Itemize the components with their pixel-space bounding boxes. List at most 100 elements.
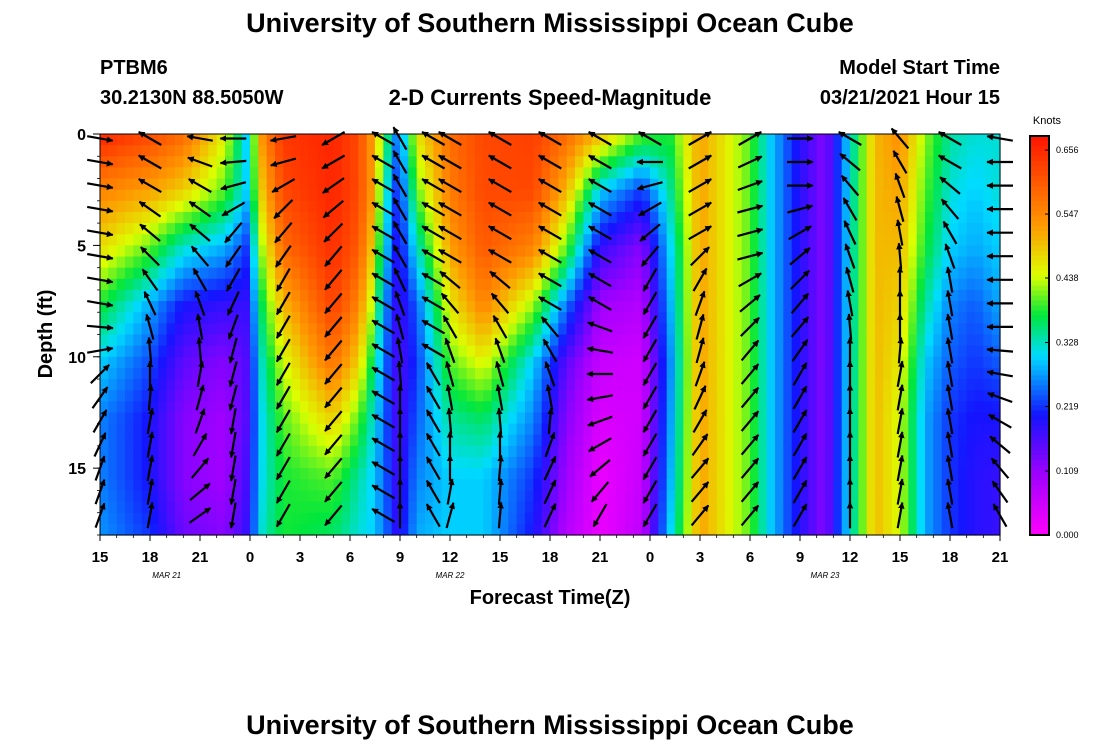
- heatmap-cell: [591, 523, 601, 536]
- heatmap-cell: [683, 189, 693, 202]
- heatmap-cell: [100, 267, 109, 280]
- current-vector: [896, 407, 905, 435]
- heatmap-cell: [633, 334, 643, 347]
- heatmap-cell: [566, 323, 576, 336]
- heatmap-cell: [150, 256, 159, 269]
- heatmap-cell: [733, 490, 743, 503]
- heatmap-cell: [675, 512, 684, 525]
- heatmap-cell: [283, 412, 293, 425]
- heatmap-cell: [341, 312, 351, 324]
- heatmap-cell: [366, 267, 376, 280]
- heatmap-cell: [883, 523, 893, 536]
- heatmap-cell: [341, 512, 351, 525]
- heatmap-cell: [583, 434, 593, 447]
- heatmap-cell: [666, 189, 676, 202]
- colorbar-segment: [1030, 395, 1049, 401]
- heatmap-cell: [516, 289, 526, 302]
- heatmap-cell: [358, 256, 368, 269]
- heatmap-cell: [666, 278, 676, 291]
- heatmap-cell: [341, 278, 351, 291]
- heatmap-cell: [691, 234, 701, 246]
- heatmap-cell: [616, 234, 626, 246]
- heatmap-cell: [466, 523, 476, 536]
- heatmap-cell: [741, 412, 751, 425]
- heatmap-cell: [200, 334, 209, 347]
- heatmap-cell: [241, 523, 251, 536]
- heatmap-cell: [691, 457, 701, 469]
- heatmap-cell: [291, 468, 301, 480]
- heatmap-cell: [575, 134, 584, 146]
- heatmap-cell: [558, 423, 568, 436]
- heatmap-cell: [725, 200, 734, 213]
- heatmap-cell: [875, 301, 884, 313]
- heatmap-cell: [683, 234, 693, 246]
- heatmap-cell: [575, 367, 584, 380]
- heatmap-cell: [875, 501, 884, 514]
- heatmap-cell: [375, 167, 384, 180]
- heatmap-cell: [941, 167, 951, 180]
- colorbar-unit: Knots: [1033, 115, 1062, 127]
- heatmap-cell: [333, 345, 343, 358]
- heatmap-cell: [975, 445, 984, 458]
- heatmap-cell: [175, 178, 184, 191]
- heatmap-cell: [966, 367, 976, 380]
- heatmap-cell: [708, 367, 718, 380]
- heatmap-cell: [108, 423, 118, 436]
- current-vector: [792, 362, 808, 386]
- heatmap-cell: [525, 468, 534, 480]
- heatmap-cell: [850, 223, 859, 235]
- current-vector: [892, 150, 908, 174]
- heatmap-cell: [500, 167, 509, 180]
- heatmap-cell: [883, 490, 893, 503]
- heatmap-cell: [183, 345, 193, 358]
- heatmap-cell: [300, 468, 309, 480]
- heatmap-cell: [475, 178, 484, 191]
- heatmap-cell: [733, 267, 743, 280]
- heatmap-cell: [308, 434, 318, 447]
- heatmap-cell: [408, 200, 418, 213]
- heatmap-cell: [725, 379, 734, 391]
- heatmap-cell: [583, 479, 593, 492]
- heatmap-cell: [691, 334, 701, 347]
- heatmap-cell: [541, 390, 551, 402]
- heatmap-cell: [608, 145, 618, 157]
- heatmap-cell: [541, 256, 551, 269]
- heatmap-cell: [158, 367, 168, 380]
- heatmap-cell: [941, 211, 951, 224]
- heatmap-cell: [141, 134, 151, 146]
- heatmap-cell: [333, 211, 343, 224]
- heatmap-cell: [633, 234, 643, 246]
- heatmap-cell: [958, 223, 968, 235]
- heatmap-cell: [500, 468, 509, 480]
- colorbar-segment: [1030, 235, 1049, 242]
- heatmap-cell: [325, 267, 334, 280]
- heatmap-cell: [608, 356, 618, 369]
- heatmap-cell: [841, 356, 851, 369]
- heatmap-cell: [625, 445, 634, 458]
- heatmap-cell: [791, 267, 801, 280]
- heatmap-cell: [241, 512, 251, 525]
- heatmap-cell: [858, 390, 868, 402]
- heatmap-cell: [766, 245, 776, 258]
- heatmap-cell: [666, 523, 676, 536]
- heatmap-cell: [525, 223, 534, 235]
- current-vector: [226, 291, 240, 316]
- heatmap-cell: [441, 256, 451, 269]
- heatmap-cell: [275, 145, 284, 157]
- heatmap-cell: [175, 200, 184, 213]
- heatmap-cell: [366, 479, 376, 492]
- current-vector: [392, 126, 408, 151]
- heatmap-cell: [775, 457, 784, 469]
- heatmap-cell: [575, 156, 584, 169]
- current-vector: [843, 220, 857, 245]
- heatmap-cell: [441, 445, 451, 458]
- heatmap-cell: [416, 278, 426, 291]
- heatmap-cell: [325, 145, 334, 157]
- heatmap-cell: [741, 156, 751, 169]
- heatmap-cell: [258, 468, 268, 480]
- heatmap-cell: [150, 512, 159, 525]
- heatmap-cell: [691, 178, 701, 191]
- heatmap-cell: [466, 145, 476, 157]
- heatmap-cell: [791, 200, 801, 213]
- heatmap-cell: [550, 323, 559, 336]
